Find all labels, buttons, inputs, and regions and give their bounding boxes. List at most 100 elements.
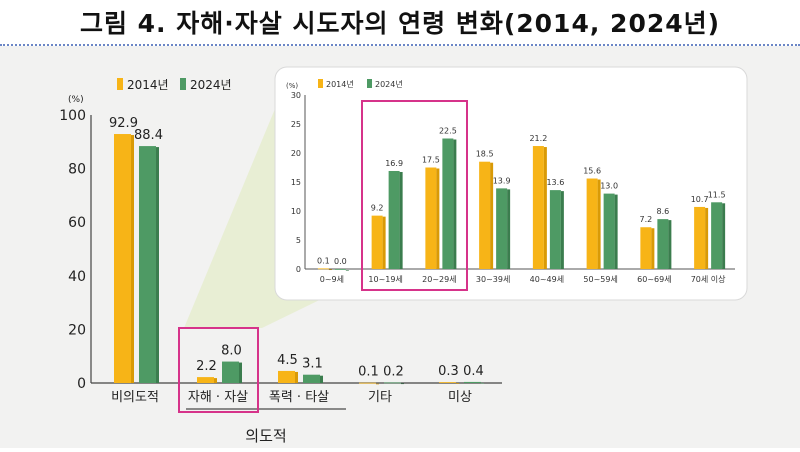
chart-area: (%) 0 20 40 60 80 100 92.9 2.2 4.5 0.1 0.3 88.4 8.0 3.… xyxy=(0,46,800,448)
inset-bar-side xyxy=(345,270,349,271)
inset-bar-face xyxy=(657,219,669,269)
inset-bar-side xyxy=(328,269,332,271)
inset-bar-face xyxy=(711,202,723,269)
inset-bar-side xyxy=(543,147,547,269)
main-bar xyxy=(464,381,484,384)
inset-data-label: 11.5 xyxy=(708,190,726,199)
inset-category-label: 10~19세 xyxy=(368,275,402,284)
inset-bar xyxy=(388,170,403,269)
inset-data-label: 7.2 xyxy=(640,215,653,224)
inset-data-label: 13.0 xyxy=(600,182,618,191)
inset-bar-face xyxy=(603,193,615,269)
main-ytick: 100 xyxy=(59,108,86,124)
inset-data-label: 0.1 xyxy=(317,256,330,265)
inset-ytick: 0 xyxy=(296,265,301,274)
inset-bar-face xyxy=(425,167,437,269)
inset-bar xyxy=(603,193,618,269)
inset-bar-face xyxy=(532,146,544,269)
inset-data-label: 15.6 xyxy=(583,167,601,176)
inset-bar-face xyxy=(371,215,383,269)
main-bar-side xyxy=(376,383,379,385)
inset-bar-side xyxy=(507,189,511,269)
inset-bar xyxy=(657,219,672,269)
inset-legend-swatch-2014 xyxy=(318,79,323,88)
highlight-box-main xyxy=(178,327,259,413)
inset-data-label: 13.9 xyxy=(493,176,511,185)
main-bar xyxy=(222,361,242,383)
inset-category-label: 40~49세 xyxy=(530,275,564,284)
inset-bar xyxy=(532,146,547,269)
inset-bar xyxy=(586,178,601,269)
inset-data-label: 18.5 xyxy=(476,150,494,159)
main-category-label: 비의도적 xyxy=(111,390,159,405)
legend-label-2014: 2014년 xyxy=(127,78,169,92)
inset-bar xyxy=(442,138,457,269)
inset-bar-face xyxy=(388,170,400,269)
inset-bar-side xyxy=(382,216,386,269)
main-bar-face xyxy=(278,370,295,383)
inset-category-label: 0~9세 xyxy=(320,275,344,284)
main-data-label: 0.3 xyxy=(438,364,459,379)
inset-bar-face xyxy=(549,190,561,269)
main-ylabel: (%) xyxy=(68,95,84,105)
main-bar-side xyxy=(156,147,159,383)
inset-bar-face xyxy=(317,268,329,270)
inset-bar-side xyxy=(668,220,672,269)
main-data-label: 2.2 xyxy=(196,359,217,374)
main-bar xyxy=(359,382,379,385)
inset-bar xyxy=(694,206,709,269)
inset-ytick: 30 xyxy=(291,91,301,100)
inset-bar-side xyxy=(436,168,440,269)
inset-bar-face xyxy=(442,138,454,269)
main-bar-side xyxy=(214,378,217,383)
inset-bar xyxy=(496,188,511,269)
inset-bar xyxy=(711,202,726,269)
main-bar-side xyxy=(456,383,459,384)
inset-bar-side xyxy=(560,191,564,269)
legend-swatch-2014 xyxy=(117,78,123,90)
main-data-label: 88.4 xyxy=(134,128,163,143)
main-category-label: 미상 xyxy=(448,390,472,405)
inset-bar-face xyxy=(586,178,598,269)
main-data-label: 0.4 xyxy=(463,364,484,379)
inset-bar-side xyxy=(722,203,726,269)
inset-data-label: 8.6 xyxy=(657,207,670,216)
main-data-label: 0.2 xyxy=(383,364,404,379)
legend-label-2024: 2024년 xyxy=(190,78,232,92)
main-bar-face xyxy=(139,146,156,383)
inset-data-label: 22.5 xyxy=(439,127,457,136)
inset-bar-side xyxy=(399,171,403,269)
main-bar-side xyxy=(239,362,242,383)
inset-bar xyxy=(317,268,332,271)
main-ytick: 60 xyxy=(68,215,86,231)
inset-bar-side xyxy=(614,194,618,269)
inset-bar-face xyxy=(334,269,346,270)
main-bar-side xyxy=(481,382,484,384)
inset-category-label: 20~29세 xyxy=(422,275,456,284)
chart-title: 그림 4. 자해·자살 시도자의 연령 변화(2014, 2024년) xyxy=(79,9,721,38)
inset-bar xyxy=(425,167,440,269)
inset-data-label: 16.9 xyxy=(385,159,403,168)
main-bar-side xyxy=(131,135,134,383)
inset-bar-side xyxy=(651,228,655,269)
inset-bar-face xyxy=(496,188,508,269)
inset-bar-face xyxy=(640,227,652,269)
inset-data-label: 17.5 xyxy=(422,156,440,165)
inset-data-label: 21.2 xyxy=(529,134,547,143)
inset-data-label: 10.7 xyxy=(691,195,709,204)
main-ytick: 40 xyxy=(68,269,86,285)
main-category-label: 기타 xyxy=(368,390,392,405)
inset-legend-label-2024: 2024년 xyxy=(375,79,403,89)
highlight-box-inset xyxy=(361,100,468,291)
main-bar-face xyxy=(222,361,239,383)
inset-ytick: 25 xyxy=(291,120,301,129)
main-bar xyxy=(278,370,298,383)
main-ytick: 80 xyxy=(68,162,86,178)
main-category-label: 폭력 · 타살 xyxy=(269,390,329,405)
inset-bar xyxy=(371,215,386,269)
main-bar-side xyxy=(295,371,298,383)
main-data-label: 0.1 xyxy=(358,365,379,380)
group-label: 의도적 xyxy=(245,427,286,445)
inset-category-label: 30~39세 xyxy=(476,275,510,284)
